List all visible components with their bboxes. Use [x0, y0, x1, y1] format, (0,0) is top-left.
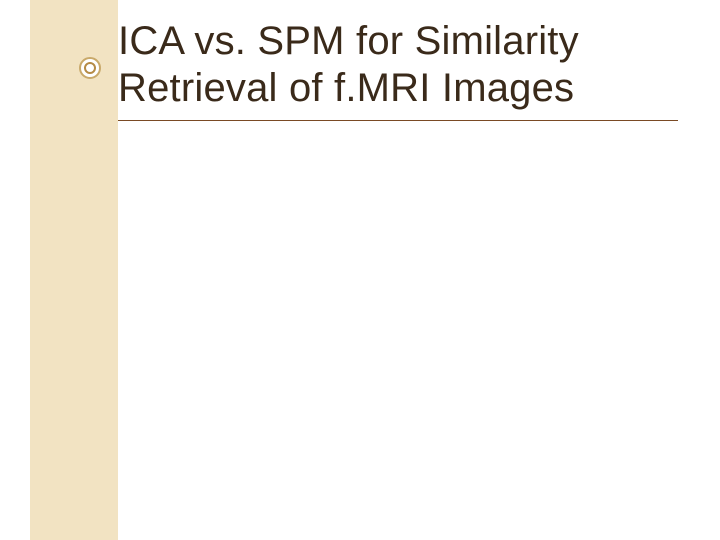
title-block: ICA vs. SPM for Similarity Retrieval of … [118, 18, 678, 112]
slide-title: ICA vs. SPM for Similarity Retrieval of … [118, 18, 678, 112]
left-accent-band [30, 0, 118, 540]
bullet-circle-icon [78, 56, 102, 80]
title-underline [118, 120, 678, 121]
slide: ICA vs. SPM for Similarity Retrieval of … [0, 0, 720, 540]
